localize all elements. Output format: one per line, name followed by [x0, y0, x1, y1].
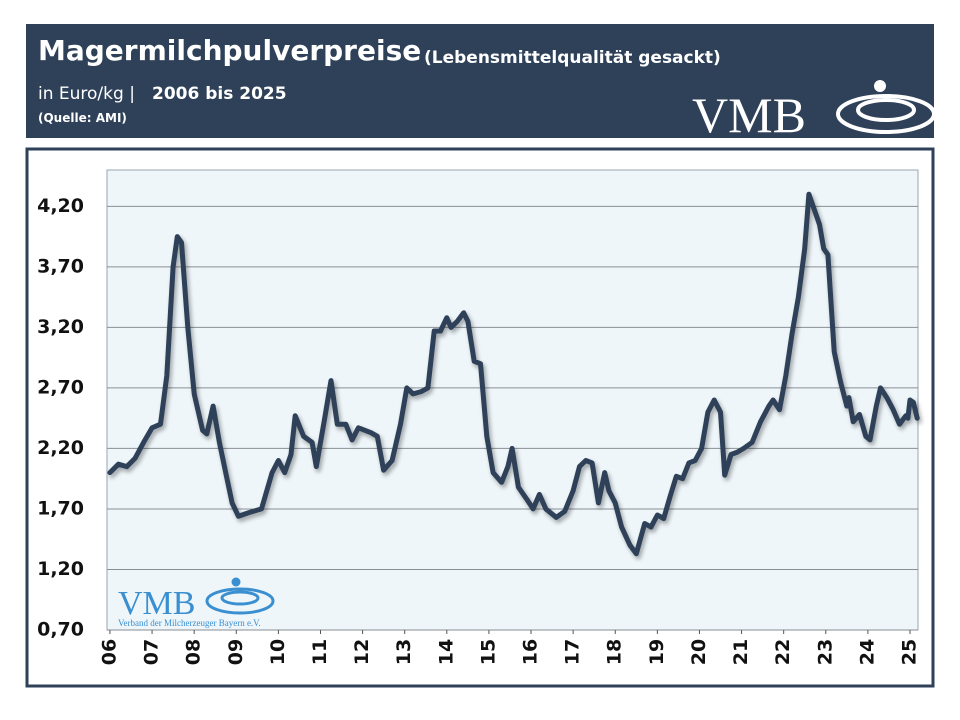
x-tick-label: 19	[646, 639, 668, 665]
x-tick-label: 25	[898, 639, 920, 665]
y-tick-label: 3,20	[37, 316, 84, 338]
x-tick-label: 23	[814, 639, 836, 665]
x-tick-label: 11	[309, 639, 331, 665]
chart-title: Magermilchpulverpreise	[38, 34, 421, 67]
y-tick-label: 4,20	[37, 195, 84, 217]
title-note: (Lebensmittelqualität gesackt)	[424, 48, 721, 68]
x-tick-label: 06	[98, 639, 120, 665]
x-tick-label: 07	[141, 639, 163, 665]
x-tick-label: 12	[351, 639, 373, 665]
plot-area	[106, 169, 919, 631]
x-tick-label: 14	[435, 639, 457, 665]
x-tick-label: 17	[562, 639, 584, 665]
header-logo: VMB	[692, 87, 806, 143]
y-tick-label: 3,70	[37, 255, 84, 277]
x-tick-label: 18	[604, 639, 626, 665]
watermark-logo: VMB	[118, 585, 195, 622]
source-label: (Quelle: AMI)	[38, 111, 127, 125]
watermark-subtitle: Verband der Milcherzeuger Bayern e.V.	[118, 618, 261, 628]
x-tick-label: 22	[772, 639, 794, 665]
header-banner	[26, 24, 934, 138]
x-tick-label: 16	[520, 639, 542, 665]
y-tick-label: 1,20	[37, 558, 84, 580]
y-tick-label: 2,70	[37, 376, 84, 398]
y-tick-label: 1,70	[37, 497, 84, 519]
y-tick-label: 0,70	[37, 619, 84, 641]
watermark-swirl	[205, 577, 275, 615]
x-tick-label: 24	[856, 639, 878, 665]
price-line	[107, 191, 920, 557]
x-tick-label: 10	[267, 639, 289, 665]
x-tick-label: 09	[225, 639, 247, 665]
unit-label: in Euro/kg |	[38, 84, 135, 104]
x-tick-label: 15	[477, 639, 499, 665]
period-label: 2006 bis 2025	[152, 84, 287, 104]
x-tick-label: 21	[730, 639, 752, 665]
y-tick-label: 2,20	[37, 437, 84, 459]
header-logo-swirl	[836, 80, 936, 134]
x-tick-label: 20	[688, 639, 710, 665]
x-tick-label: 13	[393, 639, 415, 665]
x-tick-label: 08	[183, 639, 205, 665]
